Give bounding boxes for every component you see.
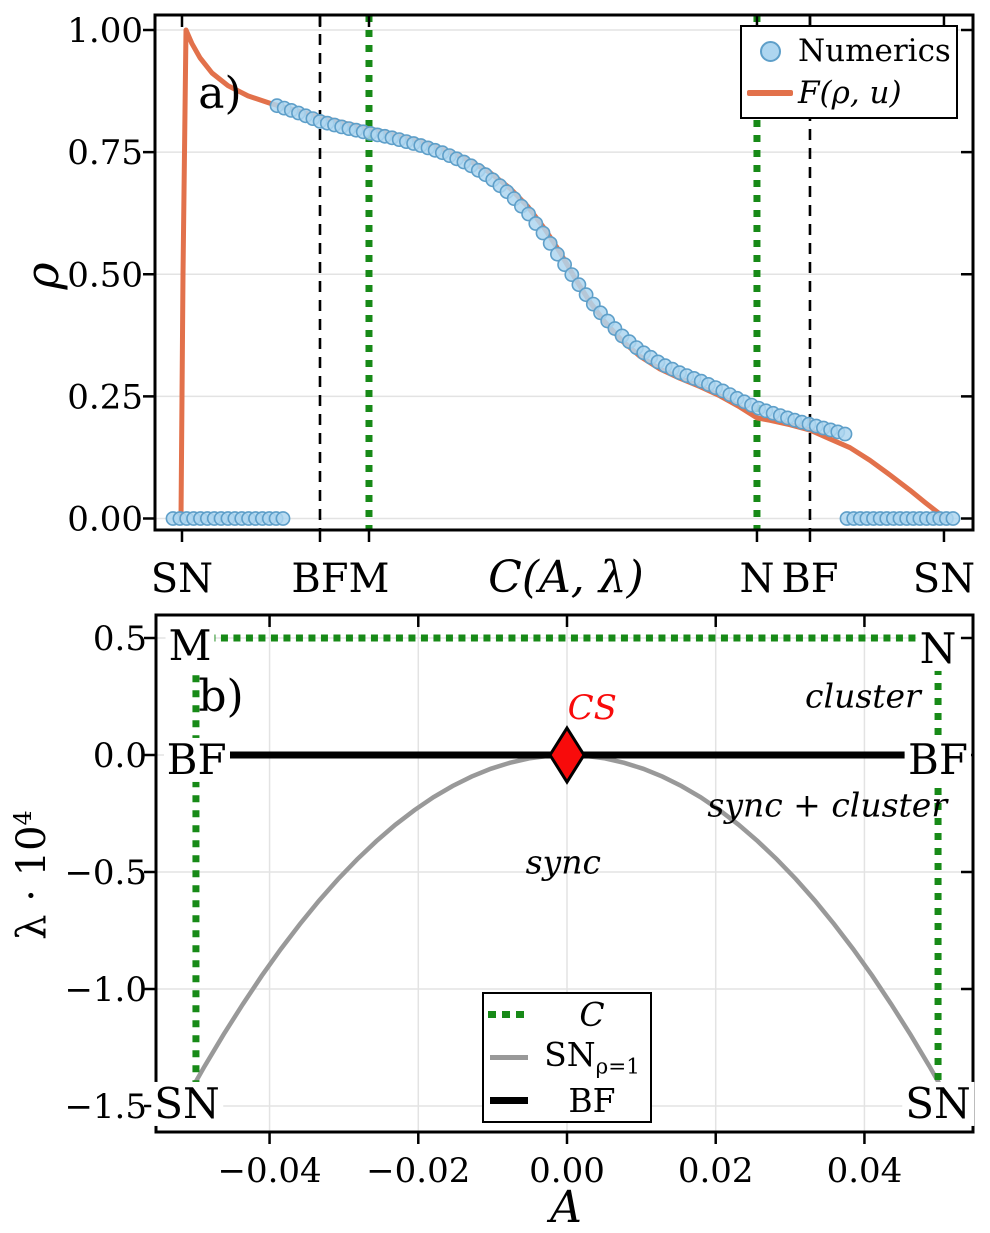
legend-item-sn-curve: SNρ=1	[484, 1035, 650, 1080]
panel-b-x-tick-label: 0.00	[529, 1151, 605, 1191]
legend-item-f-curve: F(ρ, u)	[742, 75, 956, 111]
lambda-label-exponent: 4	[8, 810, 37, 826]
panel-a-x-tick-label: N	[739, 556, 774, 602]
annotation-sn: SN	[151, 1081, 223, 1127]
panel-b-x-tick-label: −0.02	[366, 1151, 470, 1191]
panel-b-legend: C SNρ=1 BF	[482, 992, 652, 1123]
panel-b-x-tick-label: 0.02	[678, 1151, 754, 1191]
gray-line-swatch-icon	[484, 1054, 534, 1060]
annotation-sync-cluster: sync + cluster	[707, 785, 948, 825]
numerics-marker	[550, 246, 565, 262]
legend-item-numerics: Numerics	[742, 33, 956, 69]
panel-a-y-tick-label: 0.50	[67, 255, 143, 295]
panel-b-x-tick-label: −0.04	[217, 1151, 321, 1191]
panel-b-x-tick-label: 0.04	[827, 1151, 903, 1191]
orange-line-swatch-icon	[742, 90, 798, 96]
numerics-marker	[837, 426, 853, 442]
annotation-cs: CS	[567, 688, 617, 729]
panel-b-y-tick-label: 0.0	[93, 736, 147, 776]
panel-b-letter: b)	[198, 670, 244, 722]
panel-a-y-axis-label: ρ	[14, 262, 69, 290]
panel-a-y-tick-label: 0.75	[67, 133, 143, 173]
panel-b-plot: −0.04 −0.02 0.00 0.02 0.04 0.5 0.0 −0.5 −1.0 −1.5	[64, 613, 975, 1191]
panel-a-x-tick-label: BF	[781, 556, 838, 602]
panel-a-x-tick-label: M	[349, 556, 390, 602]
numerics-circle-swatch-icon	[742, 40, 798, 62]
numerics-marker	[564, 267, 580, 282]
sn-label-base: SN	[544, 1035, 596, 1075]
panel-a-legend: Numerics F(ρ, u)	[740, 25, 958, 119]
numerics-marker	[571, 277, 587, 293]
panel-a-y-tick-label: 0.25	[67, 377, 143, 417]
legend-item-c-curve: C	[484, 995, 650, 1034]
legend-label-f-curve: F(ρ, u)	[798, 75, 902, 111]
sn-label-subscript: ρ=1	[595, 1054, 640, 1080]
numerics-marker	[945, 511, 961, 526]
legend-label-bf-line: BF	[568, 1080, 616, 1120]
annotation-bf: BF	[163, 737, 230, 782]
legend-label-c-curve: C	[579, 995, 605, 1035]
panel-b-y-tick-label: −1.0	[64, 970, 147, 1010]
panel-b-y-tick-label: −1.5	[64, 1087, 147, 1127]
legend-label-numerics: Numerics	[798, 33, 951, 69]
panel-b-y-tick-label: −0.5	[64, 853, 147, 893]
panel-b-x-axis-label: A	[550, 1181, 582, 1233]
black-line-swatch-icon	[484, 1096, 534, 1104]
axes-frame	[154, 613, 975, 1134]
annotation-sn: SN	[902, 1081, 974, 1127]
panel-a-x-axis-label: C(A, λ)	[488, 551, 644, 603]
panel-a-y-tick-label: 1.00	[67, 11, 143, 51]
panel-a-x-tick-label: BF	[291, 556, 348, 602]
annotation-m: M	[165, 623, 215, 668]
panel-a-x-tick-label: SN	[151, 556, 213, 602]
cs-diamond-marker	[548, 725, 586, 785]
numerics-marker	[542, 235, 558, 251]
panel-a-x-tick-label: SN	[913, 556, 975, 602]
green-dotted-swatch-icon	[484, 1011, 534, 1019]
numerics-marker	[557, 257, 572, 272]
annotation-bf: BF	[905, 737, 972, 782]
annotation-n: N	[916, 626, 960, 671]
legend-item-bf-line: BF	[484, 1081, 650, 1120]
numerics-marker	[535, 225, 551, 241]
numerics-marker	[275, 511, 291, 526]
panel-a-plot: SN BF M N BF SN0.000.250.500.751.00	[67, 11, 975, 602]
annotation-sync: sync	[525, 842, 601, 882]
panel-b-y-tick-label: 0.5	[93, 619, 147, 659]
panel-a-y-tick-label: 0.00	[67, 500, 143, 540]
annotation-cluster: cluster	[805, 676, 921, 716]
panel-b-y-axis-label: λ · 104	[8, 810, 56, 940]
axes-frame	[153, 13, 975, 532]
panel-a-letter: a)	[198, 67, 242, 119]
legend-label-sn-curve: SNρ=1	[534, 1035, 650, 1080]
lambda-label-base: λ · 10	[9, 825, 56, 940]
